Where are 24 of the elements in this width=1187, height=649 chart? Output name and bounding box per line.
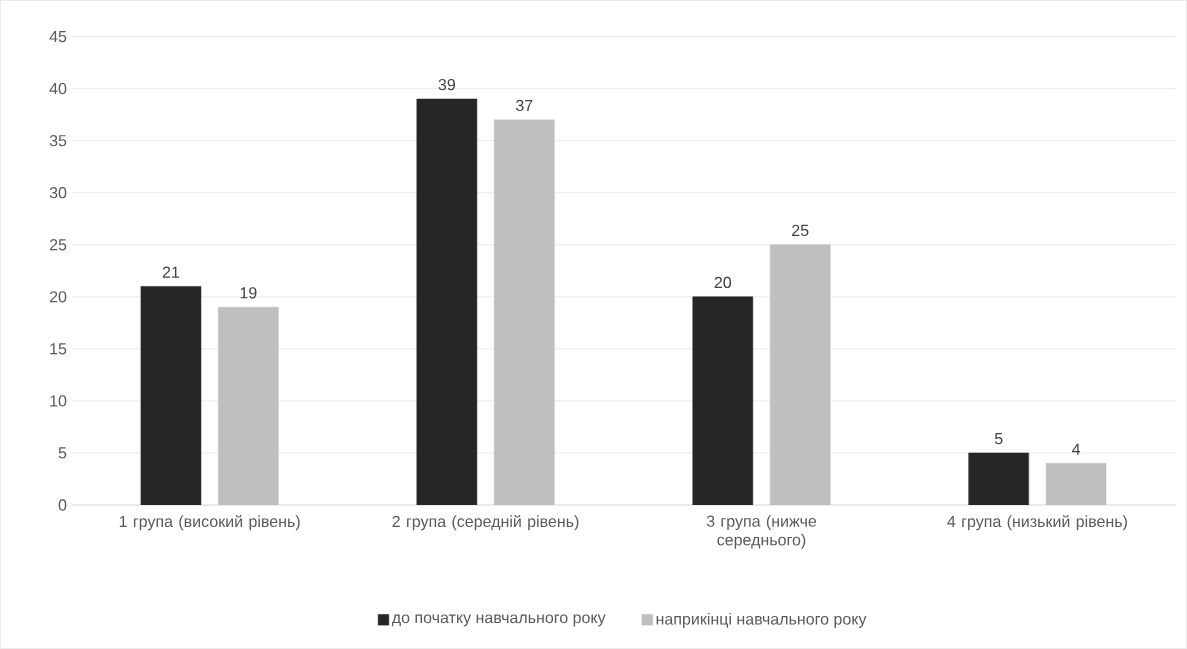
y-tick-label: 15 bbox=[50, 343, 67, 355]
y-tick-label: 30 bbox=[49, 187, 67, 199]
x-tick-label: 3 група (нижче середнього) bbox=[706, 515, 817, 549]
data-label: 25 bbox=[792, 224, 809, 237]
data-label: 39 bbox=[438, 79, 455, 91]
data-label: 4 bbox=[1072, 443, 1081, 455]
x-tick-label: 4 група (низький рівень) bbox=[947, 515, 1127, 531]
y-tick-label: 20 bbox=[49, 291, 67, 303]
y-tick-label: 25 bbox=[49, 239, 67, 251]
data-label: 21 bbox=[162, 266, 180, 278]
x-tick-label: 2 група (середній рівень) bbox=[392, 515, 579, 531]
data-label: 37 bbox=[515, 99, 533, 112]
legend-label: наприкінці навчального року bbox=[656, 613, 867, 629]
data-label: 19 bbox=[240, 287, 257, 299]
legend-label: до початку навчального року bbox=[391, 614, 606, 627]
data-label: 5 bbox=[994, 433, 1003, 445]
y-tick-label: 5 bbox=[58, 447, 67, 459]
y-tick-label: 0 bbox=[58, 499, 67, 511]
x-tick-label: 1 група (високий рівень) bbox=[119, 515, 300, 531]
y-tick-label: 40 bbox=[49, 83, 67, 95]
data-label: 20 bbox=[714, 276, 732, 289]
y-tick-label: 10 bbox=[50, 395, 67, 407]
y-tick-label: 35 bbox=[49, 135, 67, 147]
y-tick-label: 45 bbox=[49, 31, 67, 43]
